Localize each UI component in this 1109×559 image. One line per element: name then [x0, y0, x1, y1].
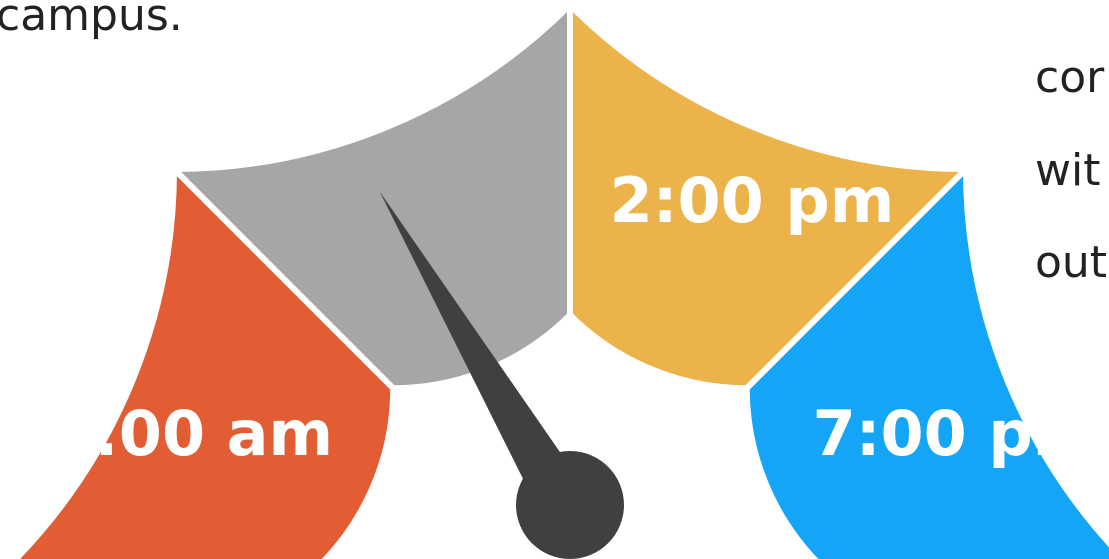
gauge-segment-afternoon	[567, 0, 974, 392]
caption-right-line-1: cor	[1035, 52, 1105, 103]
gauge-needle	[379, 191, 591, 524]
caption-right-line-2: wit	[1035, 145, 1100, 196]
gauge-needle-hub	[516, 451, 624, 559]
gauge-segment-midday	[166, 0, 573, 392]
gauge-segment-evening	[743, 161, 1109, 559]
gauge-segment-morning	[11, 161, 397, 559]
label-8am: 8:00 am	[51, 397, 333, 470]
label-7pm: 7:00 pm	[813, 397, 1098, 470]
caption-top-left: campus.	[0, 0, 183, 41]
label-2pm: 2:00 pm	[610, 164, 895, 237]
caption-right-line-3: out	[1035, 237, 1107, 288]
